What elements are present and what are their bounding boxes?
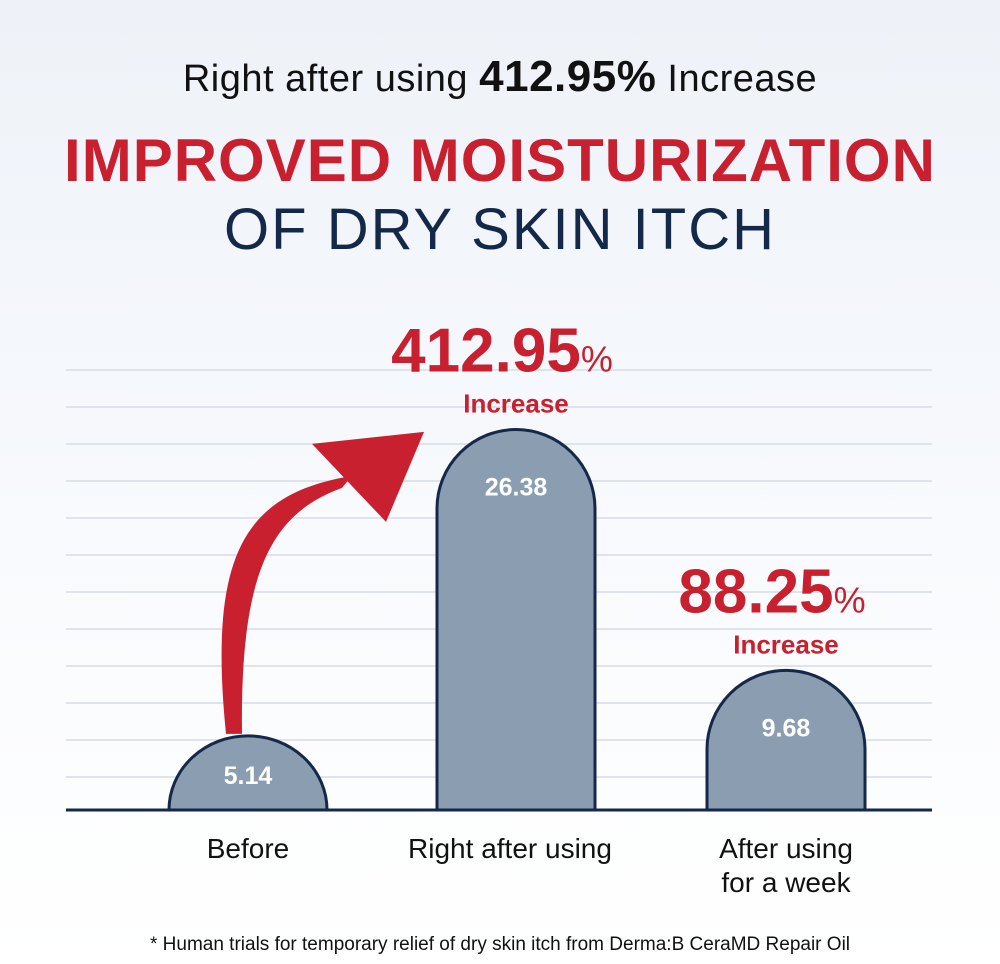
bar-value-label: 26.38 [485,474,548,502]
x-label-line: Right after using [408,833,612,864]
bar [167,734,329,812]
footnote: * Human trials for temporary relief of d… [149,934,851,955]
bar [705,668,867,812]
headline-value: 412.95% [479,52,657,101]
x-label-right-after: Right after using [390,832,630,866]
bar [435,428,597,812]
headline-suffix: Increase [667,58,818,100]
bar-value-label: 5.14 [224,762,273,790]
headline-prefix: Right after using [182,58,469,100]
headline: Right after using 412.95% Increase [0,52,1000,102]
bar-value-label: 9.68 [762,714,811,742]
increase-label: Increase [463,389,569,419]
x-label-line: Before [206,833,290,864]
x-label-after-week: After using for a week [666,832,906,900]
increase-percent: 88.25% [678,557,865,626]
x-label-line: After using [719,833,853,864]
title-red: IMPROVED MOISTURIZATION [64,127,936,194]
increase-label: Increase [733,629,839,659]
title-navy: OF DRY SKIN ITCH [224,197,776,262]
increase-percent: 412.95% [391,317,613,386]
increase-arrow-head [312,431,424,522]
increase-arrow-shaft [221,475,352,734]
x-label-before: Before [128,832,368,866]
x-label-line: for a week [721,867,851,898]
